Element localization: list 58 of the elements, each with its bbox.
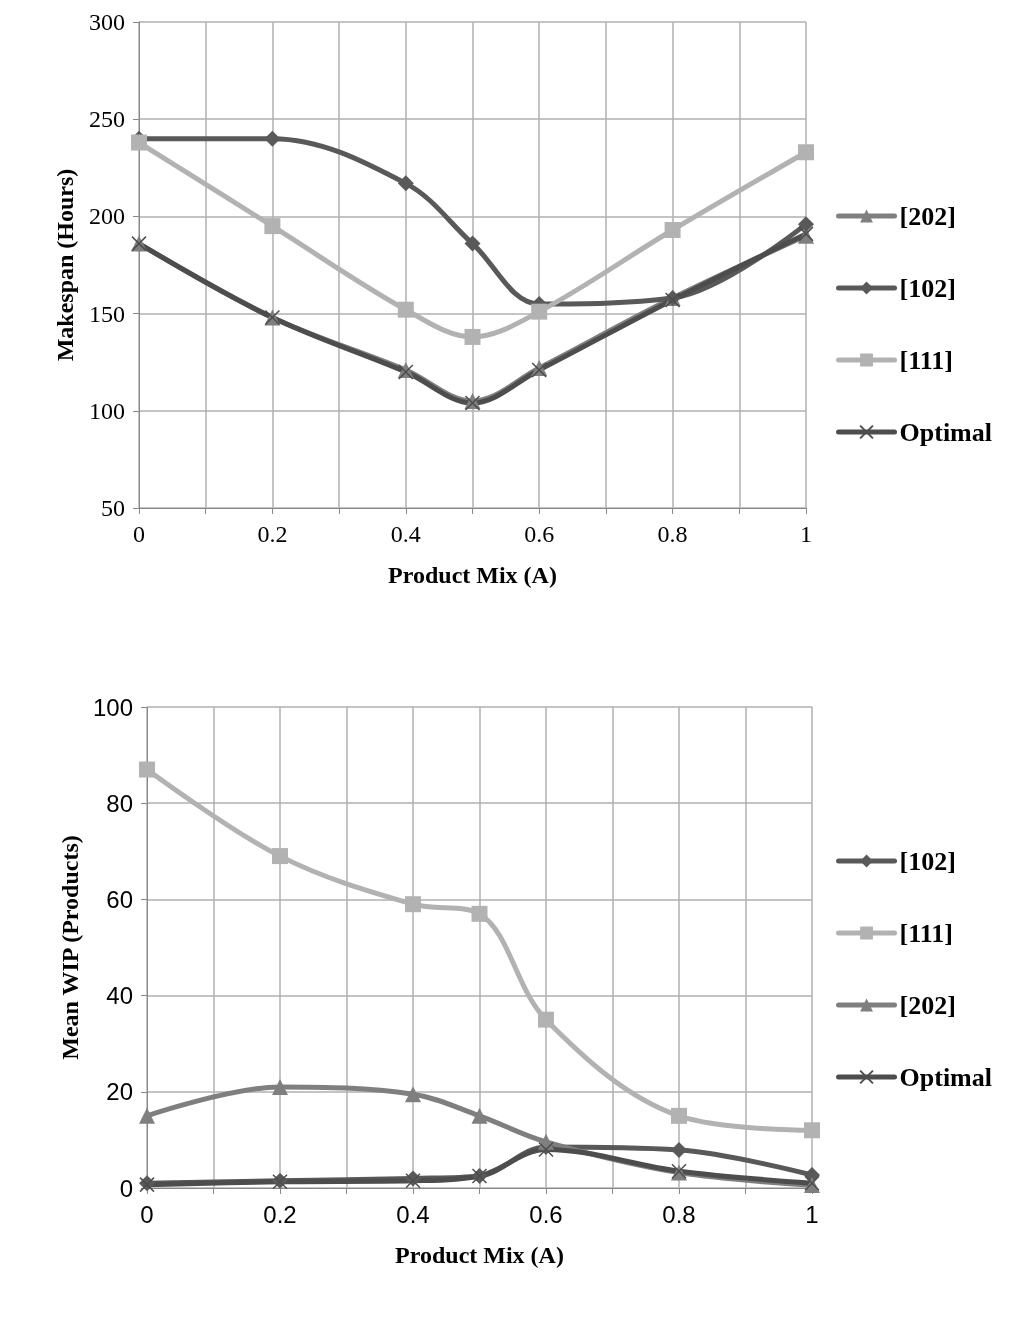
x-tick-label: 0.8 [657,521,688,547]
x-tick-label: 0.8 [662,1200,696,1228]
legend-label: [202] [899,990,956,1020]
point [264,218,281,235]
point [671,1142,687,1158]
point [139,761,155,778]
point [272,1078,288,1095]
x-tick-label: 1 [800,521,812,547]
x-tick-label: 0.2 [257,521,288,547]
point [531,303,548,320]
x-axis-title: Product Mix (A) [388,562,557,588]
point [397,301,414,318]
legend-label: Optimal [899,417,993,447]
x-tick-label: 0 [140,1200,154,1228]
y-tick-label: 80 [106,789,133,817]
point [664,222,681,239]
legend-label: [202] [899,201,956,231]
legend-label: [111] [899,345,954,375]
y-tick-label: 20 [106,1078,133,1106]
x-tick-label: 0.2 [263,1200,297,1228]
point [671,1107,687,1124]
point [131,134,147,151]
point [471,1107,488,1124]
point [798,144,814,161]
point [798,216,814,233]
y-axis-title: Makespan (Hours) [52,168,78,362]
y-tick-label: 200 [89,203,125,230]
point [464,235,481,252]
x-axis-title: Product Mix (A) [395,1242,564,1268]
point [464,328,481,345]
y-axis-title: Mean WIP (Products) [57,835,84,1060]
point [272,848,288,865]
y-tick-label: 150 [89,300,125,327]
point [405,896,421,913]
point [397,175,414,192]
y-tick-label: 0 [119,1174,133,1202]
y-tick-label: 300 [89,9,125,35]
x-tick-label: 0.4 [390,521,421,547]
y-tick-label: 40 [106,982,133,1010]
x-tick-label: 0.4 [396,1200,430,1228]
y-tick-label: 250 [89,106,125,133]
x-tick-label: 0.6 [529,1200,563,1228]
legend-label: [102] [899,273,956,303]
point [804,1122,820,1139]
point [471,905,488,922]
point [405,1086,421,1103]
y-tick-label: 100 [92,693,133,721]
point [538,1011,554,1028]
point [139,1107,155,1124]
y-tick-label: 60 [106,885,133,913]
y-tick-label: 50 [101,495,125,521]
y-tick-label: 100 [89,397,125,424]
point [264,130,281,147]
legend-label: Optimal [899,1062,993,1092]
legend-label: [102] [899,846,956,876]
x-tick-label: 1 [805,1200,819,1228]
x-tick-label: 0.6 [524,521,555,547]
legend-label: [111] [899,918,954,948]
